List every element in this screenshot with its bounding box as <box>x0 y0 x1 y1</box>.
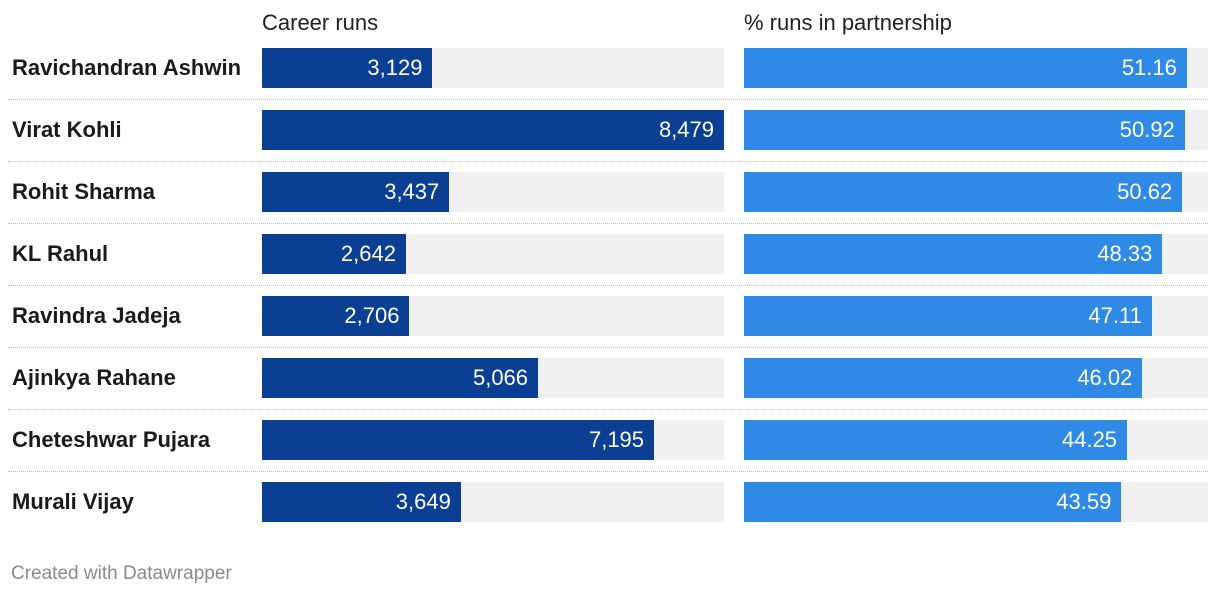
row-separator <box>8 161 1208 162</box>
pct-value-label: 43.59 <box>1056 489 1112 514</box>
chart-row: Murali Vijay 3,649 43.59 <box>0 482 1220 544</box>
chart-row: KL Rahul 2,642 48.33 <box>0 234 1220 296</box>
career-value-label: 8,479 <box>658 117 714 142</box>
pct-bar: 47.11 <box>744 296 1152 336</box>
row-label: Ajinkya Rahane <box>12 365 176 390</box>
pct-value-label: 51.16 <box>1121 55 1177 80</box>
career-bar: 5,066 <box>262 358 539 398</box>
pct-value-label: 48.33 <box>1097 241 1153 266</box>
row-label: Murali Vijay <box>12 489 134 514</box>
career-bar: 3,649 <box>262 482 461 522</box>
pct-bar: 46.02 <box>744 358 1143 398</box>
chart-row: Ravindra Jadeja 2,706 47.11 <box>0 296 1220 358</box>
career-bar: 8,479 <box>262 110 724 150</box>
career-value-label: 3,129 <box>367 55 423 80</box>
chart-row: Rohit Sharma 3,437 50.62 <box>0 172 1220 234</box>
career-track: 3,129 <box>262 48 724 88</box>
row-label: Ravindra Jadeja <box>12 303 181 328</box>
pct-value-label: 44.25 <box>1061 427 1118 452</box>
chart-row: Ravichandran Ashwin 3,129 51.16 <box>0 48 1220 110</box>
row-separator <box>8 347 1208 348</box>
career-bar: 3,437 <box>262 172 450 212</box>
chart-row: Virat Kohli 8,479 50.92 <box>0 110 1220 172</box>
pct-track: 43.59 <box>744 482 1208 522</box>
pct-value-label: 50.62 <box>1117 179 1173 204</box>
row-label: KL Rahul <box>12 241 109 266</box>
career-value-label: 3,437 <box>384 179 440 204</box>
row-label: Cheteshwar Pujara <box>12 427 211 452</box>
career-value-label: 2,706 <box>344 303 400 328</box>
career-value-label: 2,642 <box>340 241 396 266</box>
pct-bar: 48.33 <box>744 234 1163 274</box>
pct-value-label: 46.02 <box>1077 365 1133 390</box>
row-label: Rohit Sharma <box>12 179 156 204</box>
chart-row: Cheteshwar Pujara 7,195 44.25 <box>0 420 1220 482</box>
career-value-label: 5,066 <box>472 365 529 390</box>
pct-track: 48.33 <box>744 234 1208 274</box>
row-separator <box>8 285 1208 286</box>
row-separator <box>8 223 1208 224</box>
pct-bar: 43.59 <box>744 482 1122 522</box>
pct-track: 50.92 <box>744 110 1208 150</box>
career-track: 5,066 <box>262 358 724 398</box>
career-track: 3,649 <box>262 482 724 522</box>
career-track: 8,479 <box>262 110 724 150</box>
career-track: 2,706 <box>262 296 724 336</box>
pct-bar: 51.16 <box>744 48 1187 88</box>
pct-bar: 50.62 <box>744 172 1183 212</box>
career-bar: 2,642 <box>262 234 406 274</box>
pct-bar: 50.92 <box>744 110 1185 150</box>
career-bar: 2,706 <box>262 296 410 336</box>
pct-bar: 44.25 <box>744 420 1128 460</box>
pct-value-label: 47.11 <box>1088 303 1142 328</box>
row-separator <box>8 409 1208 410</box>
pct-track: 44.25 <box>744 420 1208 460</box>
pct-track: 50.62 <box>744 172 1208 212</box>
career-runs-header: Career runs <box>262 10 379 35</box>
pct-track: 46.02 <box>744 358 1208 398</box>
career-bar: 7,195 <box>262 420 655 460</box>
pct-track: 47.11 <box>744 296 1208 336</box>
career-value-label: 7,195 <box>588 427 645 452</box>
chart-row: Ajinkya Rahane 5,066 46.02 <box>0 358 1220 420</box>
partnership-pct-header: % runs in partnership <box>744 10 952 35</box>
pct-value-label: 50.92 <box>1119 117 1175 142</box>
row-separator <box>8 471 1208 472</box>
row-separator <box>8 99 1208 100</box>
row-label: Ravichandran Ashwin <box>12 55 242 80</box>
footer-credit: Created with Datawrapper <box>11 563 232 584</box>
career-track: 7,195 <box>262 420 724 460</box>
career-bar: 3,129 <box>262 48 433 88</box>
career-value-label: 3,649 <box>395 489 451 514</box>
pct-track: 51.16 <box>744 48 1208 88</box>
career-track: 2,642 <box>262 234 724 274</box>
row-label: Virat Kohli <box>12 117 122 142</box>
career-track: 3,437 <box>262 172 724 212</box>
